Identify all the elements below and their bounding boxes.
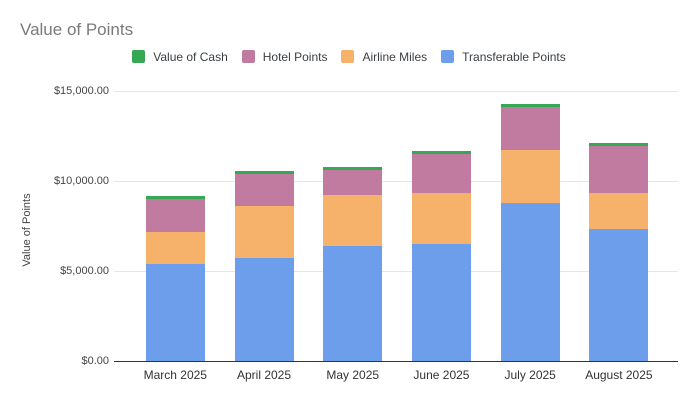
x-axis-label: April 2025 [236,368,292,382]
bar-segment-transferable-points[interactable] [589,229,649,361]
legend-item-label: Transferable Points [462,49,566,64]
legend-item-label: Hotel Points [262,49,328,64]
bar-segment-value-of-cash[interactable] [411,151,471,154]
bar-segment-value-of-cash[interactable] [234,170,294,174]
x-axis-label: May 2025 [326,368,380,382]
bar-segment-value-of-cash[interactable] [589,142,649,146]
legend-item-label: Value of Cash [153,49,228,64]
bar-segment-airline-miles[interactable] [411,192,471,244]
bar-segment-value-of-cash[interactable] [323,167,383,170]
x-axis-label: March 2025 [143,368,207,382]
bar-segment-value-of-cash[interactable] [500,104,560,107]
legend: Value of Cash Hotel Points Airline Miles Tr… [0,49,698,64]
y-gridline [114,90,678,92]
bar-segment-value-of-cash[interactable] [145,196,205,199]
bar-segment-transferable-points[interactable] [234,258,294,361]
bar-segment-airline-miles[interactable] [323,195,383,246]
x-axis-label: July 2025 [504,368,556,382]
x-axis-label: August 2025 [585,368,653,382]
x-axis-label: June 2025 [413,368,470,382]
bar-segment-transferable-points[interactable] [411,243,471,361]
bar-segment-hotel-points[interactable] [411,153,471,193]
legend-item-value-of-cash[interactable]: Value of Cash [132,50,228,64]
legend-swatch-transferable-points [441,50,455,63]
y-tick-label: $0.00 [81,355,109,367]
chart-title: Value of Points [20,20,134,39]
legend-item-transferable-points[interactable]: Transferable Points [441,50,566,64]
y-tick-label: $15,000.00 [53,84,109,97]
bar-segment-airline-miles[interactable] [234,206,294,259]
y-tick-label: $5,000.00 [60,264,109,277]
bar-segment-hotel-points[interactable] [589,145,649,194]
y-gridline [114,270,678,272]
x-axis-line [114,361,678,362]
legend-item-label: Airline Miles [362,49,428,64]
legend-swatch-hotel-points [241,50,255,63]
legend-item-airline-miles[interactable]: Airline Miles [341,50,427,64]
bar-segment-hotel-points[interactable] [500,106,560,151]
bar-segment-transferable-points[interactable] [500,203,560,361]
legend-swatch-airline-miles [341,50,355,63]
bar-segment-hotel-points[interactable] [323,169,383,196]
bar-segment-airline-miles[interactable] [500,150,560,204]
bar-segment-airline-miles[interactable] [589,193,649,230]
legend-item-hotel-points[interactable]: Hotel Points [241,49,328,64]
y-gridline [114,180,678,182]
bar-segment-airline-miles[interactable] [145,232,205,264]
bar-segment-transferable-points[interactable] [323,245,383,361]
y-axis-title: Value of Points [21,193,33,267]
bar-segment-transferable-points[interactable] [145,263,205,361]
legend-swatch-value-of-cash [132,50,146,63]
y-tick-label: $10,000.00 [53,174,109,187]
bar-segment-hotel-points[interactable] [145,198,205,233]
bar-segment-hotel-points[interactable] [234,173,294,206]
